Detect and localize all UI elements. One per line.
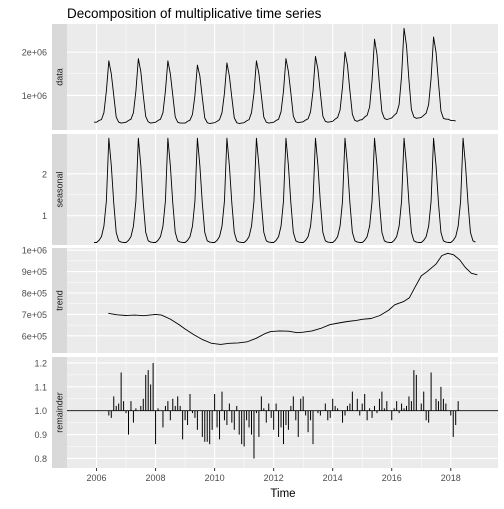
panel-remainder-y-tick-label: 1.0 [34, 406, 47, 416]
series-seasonal-line [94, 137, 476, 243]
x-axis-tick-label: 2006 [87, 473, 107, 483]
panel-trend-strip [52, 248, 67, 353]
panel-remainder-y-tick-label: 0.8 [34, 454, 47, 464]
panel-data-y-tick-label: 2e+06 [22, 48, 47, 58]
panel-remainder-y-tick-label: 1.2 [34, 358, 47, 368]
x-axis-tick-label: 2010 [205, 473, 225, 483]
x-axis-label: Time [270, 488, 295, 500]
panel-remainder-strip [52, 357, 67, 468]
series-trend-line [108, 252, 478, 345]
series-data-line [94, 27, 456, 124]
panel-trend-background [67, 248, 498, 353]
panel-seasonal-strip-label: seasonal [55, 171, 65, 207]
chart-title: Decomposition of multiplicative time ser… [67, 6, 322, 21]
panel-trend-y-tick-label: 6e+05 [22, 331, 47, 341]
panel-trend-y-tick-label: 9e+05 [22, 267, 47, 277]
x-axis-tick-label: 2008 [146, 473, 166, 483]
x-axis-tick-label: 2012 [264, 473, 284, 483]
panel-trend-strip-label: trend [55, 290, 65, 311]
panel-seasonal-background [67, 134, 498, 245]
panel-trend-y-tick-label: 1e+06 [22, 246, 47, 256]
panel-seasonal-y-tick-label: 1 [42, 211, 47, 221]
panel-remainder-y-tick-label: 0.9 [34, 430, 47, 440]
panel-remainder-background [67, 357, 498, 468]
panel-data-strip [52, 24, 67, 130]
panel-data-strip-label: data [55, 68, 65, 86]
panel-remainder-y-tick-label: 1.1 [34, 382, 47, 392]
panel-seasonal-strip [52, 134, 67, 245]
panel-seasonal-y-tick-label: 2 [42, 169, 47, 179]
x-axis-tick-label: 2018 [441, 473, 461, 483]
x-axis-tick-label: 2016 [382, 473, 402, 483]
x-axis-tick-label: 2014 [323, 473, 343, 483]
panel-trend-y-tick-label: 7e+05 [22, 310, 47, 320]
panel-trend-y-tick-label: 8e+05 [22, 289, 47, 299]
panel-data-y-tick-label: 1e+06 [22, 91, 47, 101]
panel-remainder-strip-label: remainder [55, 392, 65, 433]
